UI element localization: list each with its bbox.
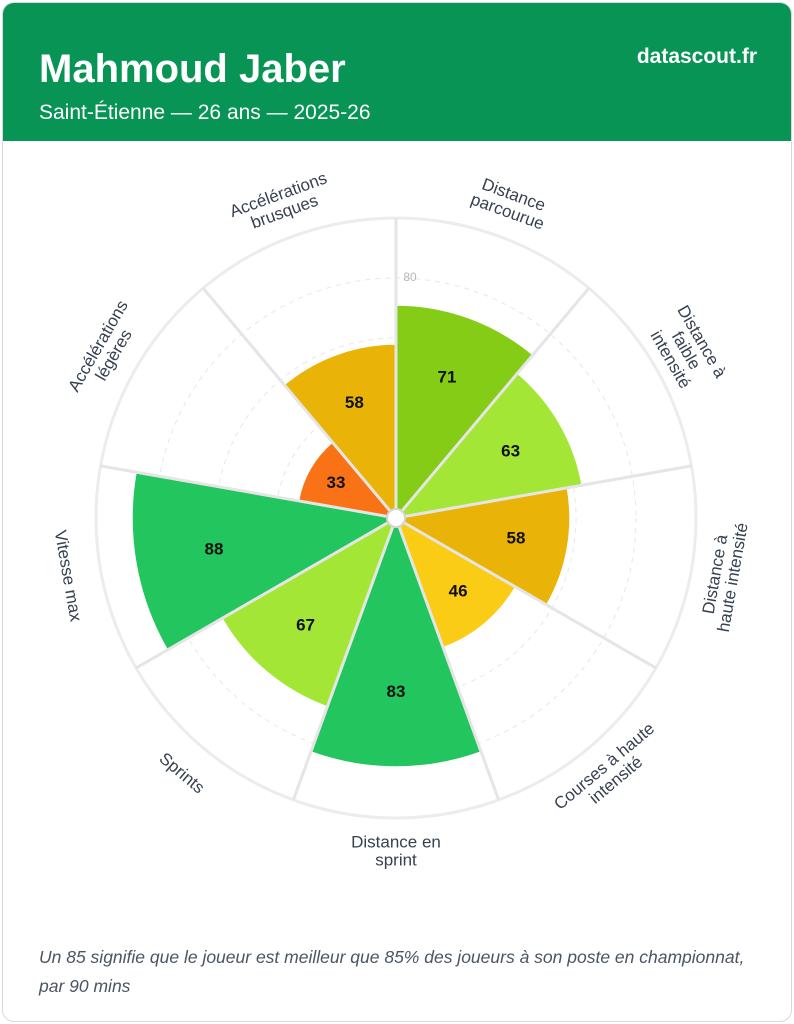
player-name: Mahmoud Jaber bbox=[39, 47, 346, 91]
category-label: Distance àhaute intensité bbox=[696, 518, 752, 633]
value-label: 83 bbox=[387, 682, 406, 701]
value-label: 58 bbox=[506, 529, 525, 548]
separator bbox=[202, 287, 398, 519]
category-label: Accélérationslégères bbox=[64, 297, 147, 404]
separator bbox=[394, 517, 501, 801]
slice bbox=[131, 471, 399, 652]
slice bbox=[220, 516, 398, 708]
separator bbox=[291, 517, 398, 801]
slice bbox=[395, 304, 534, 521]
category-label: Distance en sprint bbox=[351, 832, 441, 869]
value-label: 71 bbox=[438, 367, 457, 386]
value-label: 58 bbox=[345, 393, 364, 412]
value-label: 67 bbox=[296, 615, 315, 634]
value-label: 33 bbox=[327, 473, 346, 492]
header: Mahmoud Jaber Saint-Étienne — 26 ans — 2… bbox=[3, 3, 791, 141]
value-label: 63 bbox=[501, 441, 520, 460]
separator bbox=[135, 516, 397, 670]
slice bbox=[394, 372, 583, 520]
slice bbox=[283, 343, 397, 521]
category-label: Distanceparcourue bbox=[468, 173, 553, 234]
footnote: Un 85 signifie que le joueur est meilleu… bbox=[39, 947, 745, 996]
category-label: Vitesse max bbox=[51, 529, 86, 624]
value-label: 88 bbox=[205, 540, 224, 559]
slice bbox=[394, 516, 517, 649]
category-label: Courses à hauteintensité bbox=[550, 719, 669, 828]
slice bbox=[309, 515, 483, 768]
value-label: 46 bbox=[449, 581, 468, 600]
brand: datascout.fr bbox=[636, 45, 757, 68]
slice bbox=[393, 486, 571, 607]
separator bbox=[395, 464, 692, 520]
category-label: Distance àfaibleintensité bbox=[642, 302, 730, 400]
tick-label: 80 bbox=[403, 270, 417, 284]
category-label: Sprints bbox=[156, 749, 209, 798]
subtitle: Saint-Étienne — 26 ans — 2025-26 bbox=[39, 101, 371, 124]
hub bbox=[386, 508, 406, 528]
separator bbox=[395, 516, 657, 670]
separator bbox=[394, 287, 590, 519]
separator bbox=[100, 464, 397, 520]
